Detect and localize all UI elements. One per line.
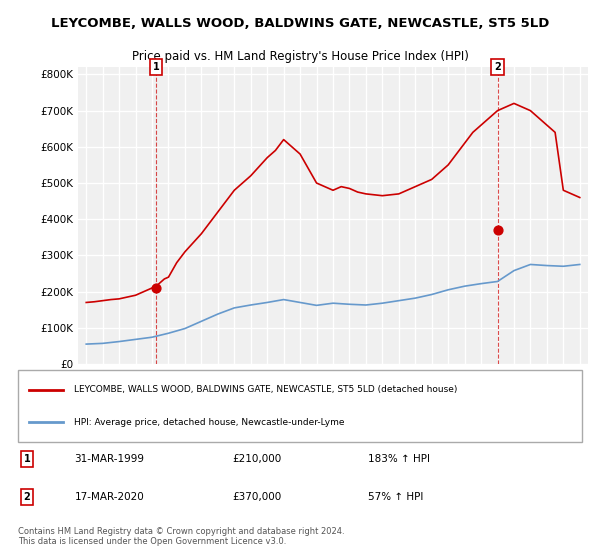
Text: 1: 1 [153, 62, 160, 72]
Text: 17-MAR-2020: 17-MAR-2020 [74, 492, 144, 502]
Text: 2: 2 [494, 62, 501, 72]
Text: LEYCOMBE, WALLS WOOD, BALDWINS GATE, NEWCASTLE, ST5 5LD: LEYCOMBE, WALLS WOOD, BALDWINS GATE, NEW… [51, 17, 549, 30]
Text: 2: 2 [23, 492, 31, 502]
Text: HPI: Average price, detached house, Newcastle-under-Lyme: HPI: Average price, detached house, Newc… [74, 418, 345, 427]
Text: 57% ↑ HPI: 57% ↑ HPI [368, 492, 423, 502]
FancyBboxPatch shape [18, 370, 582, 442]
Text: Contains HM Land Registry data © Crown copyright and database right 2024.
This d: Contains HM Land Registry data © Crown c… [18, 526, 344, 546]
Text: £370,000: £370,000 [232, 492, 281, 502]
Point [493, 226, 502, 235]
Point [151, 283, 161, 292]
Text: Price paid vs. HM Land Registry's House Price Index (HPI): Price paid vs. HM Land Registry's House … [131, 50, 469, 63]
Text: 31-MAR-1999: 31-MAR-1999 [74, 454, 145, 464]
Text: 1: 1 [23, 454, 31, 464]
Text: 183% ↑ HPI: 183% ↑ HPI [368, 454, 430, 464]
Text: LEYCOMBE, WALLS WOOD, BALDWINS GATE, NEWCASTLE, ST5 5LD (detached house): LEYCOMBE, WALLS WOOD, BALDWINS GATE, NEW… [74, 385, 458, 394]
Text: £210,000: £210,000 [232, 454, 281, 464]
